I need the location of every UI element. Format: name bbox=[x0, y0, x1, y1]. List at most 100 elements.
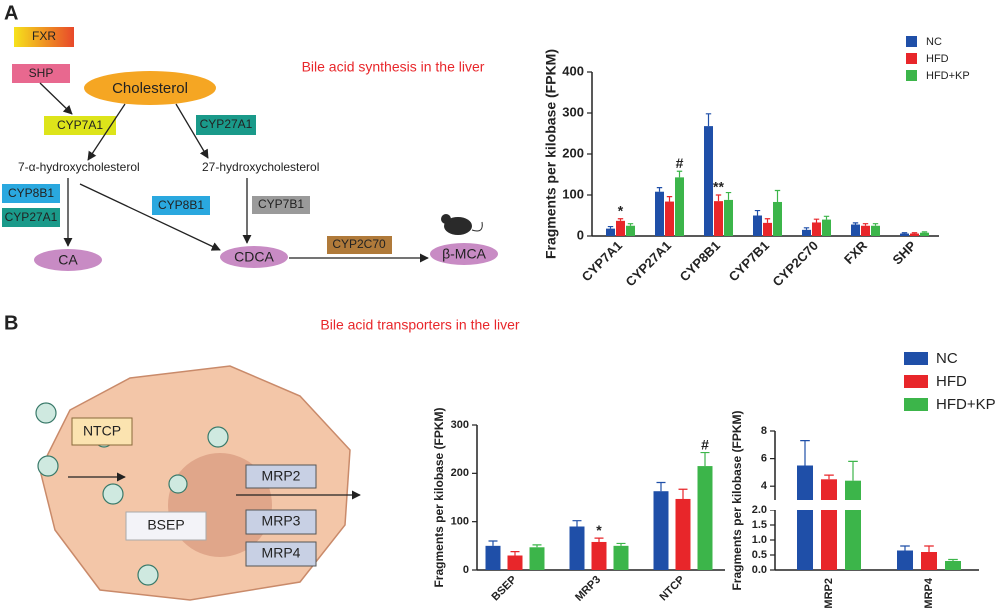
y-axis-title: Fragments per kilobase (FPKM) bbox=[730, 410, 744, 590]
node-label: BSEP bbox=[147, 517, 184, 533]
y-tick-label: 100 bbox=[562, 186, 584, 201]
error-bar bbox=[824, 474, 834, 480]
node-ellipse bbox=[84, 71, 216, 105]
bar bbox=[822, 219, 831, 236]
y-tick-label: 200 bbox=[451, 467, 469, 479]
bar bbox=[797, 465, 813, 570]
node-label: CYP2C70 bbox=[332, 237, 386, 251]
error-bar bbox=[852, 222, 859, 225]
error-bar bbox=[774, 189, 781, 202]
arrow bbox=[87, 103, 126, 161]
error-bar bbox=[532, 544, 542, 548]
node-ellipse bbox=[34, 249, 102, 271]
bar bbox=[613, 545, 629, 570]
bar bbox=[921, 552, 937, 570]
node-box bbox=[327, 236, 392, 254]
legend-swatch bbox=[904, 352, 928, 365]
error-bar bbox=[705, 113, 712, 127]
node-box bbox=[196, 115, 256, 135]
node-box bbox=[2, 184, 60, 203]
significance-mark: # bbox=[676, 155, 684, 171]
x-tick-label: MRP3 bbox=[573, 574, 603, 604]
bar bbox=[616, 220, 625, 236]
x-tick-label: MRP2 bbox=[823, 578, 835, 609]
node-label: MRP4 bbox=[262, 545, 301, 561]
error-bar bbox=[676, 170, 683, 178]
bar bbox=[529, 547, 545, 570]
y-tick-label: 0 bbox=[577, 227, 584, 242]
legend-label: HFD bbox=[936, 373, 967, 390]
significance-mark: # bbox=[701, 436, 709, 452]
bar bbox=[606, 228, 615, 236]
error-bar bbox=[921, 231, 928, 233]
node-label: Cholesterol bbox=[112, 80, 188, 97]
y-tick-label: 200 bbox=[562, 145, 584, 160]
legend-label: NC bbox=[926, 36, 942, 48]
error-bar bbox=[872, 223, 879, 226]
bar bbox=[714, 201, 723, 236]
error-bar bbox=[616, 542, 626, 546]
error-bar bbox=[617, 218, 624, 221]
node-box bbox=[245, 509, 317, 535]
bar bbox=[802, 229, 811, 236]
bar bbox=[773, 201, 782, 236]
error-bar bbox=[572, 520, 582, 527]
y-tick-label: 0 bbox=[463, 564, 469, 576]
panel-label: A bbox=[4, 2, 18, 24]
error-bar bbox=[813, 218, 820, 223]
bar bbox=[900, 233, 909, 236]
node-label: MRP3 bbox=[262, 513, 301, 529]
error-bar bbox=[924, 545, 934, 552]
node-box bbox=[2, 208, 60, 227]
y-tick-label: 100 bbox=[451, 516, 469, 528]
y-tick-label: 4 bbox=[761, 480, 768, 492]
bar bbox=[653, 491, 669, 570]
bar bbox=[871, 225, 880, 236]
x-tick-label: FXR bbox=[841, 238, 870, 267]
error-bar bbox=[678, 488, 688, 499]
node-box bbox=[252, 196, 310, 214]
bar bbox=[485, 545, 501, 570]
bar bbox=[861, 225, 870, 236]
error-bar bbox=[594, 537, 604, 542]
significance-mark: * bbox=[596, 522, 602, 538]
x-tick-label: MRP4 bbox=[923, 577, 935, 608]
bar bbox=[753, 215, 762, 236]
bar bbox=[812, 222, 821, 236]
error-bar bbox=[803, 227, 810, 230]
error-bar bbox=[901, 232, 908, 234]
y-tick-label: 0.5 bbox=[752, 549, 767, 561]
bar bbox=[845, 480, 861, 570]
node-box bbox=[12, 64, 70, 83]
bar bbox=[675, 498, 691, 570]
arrow bbox=[79, 183, 221, 251]
error-bar bbox=[700, 451, 710, 467]
legend-label: HFD+KP bbox=[936, 396, 996, 413]
node-ellipse bbox=[220, 246, 288, 268]
y-tick-label: 6 bbox=[761, 453, 767, 465]
x-tick-label: SHP bbox=[890, 238, 920, 268]
node-label: CDCA bbox=[234, 249, 274, 265]
error-bar bbox=[656, 481, 666, 492]
node-label: CYP7B1 bbox=[258, 197, 304, 211]
error-bar bbox=[764, 218, 771, 223]
x-tick-label: CYP27A1 bbox=[623, 238, 674, 289]
node-label: SHP bbox=[29, 66, 54, 80]
panel-label: B bbox=[4, 312, 18, 334]
node-label: CYP7A1 bbox=[57, 118, 103, 132]
bar bbox=[655, 191, 664, 236]
error-bar bbox=[800, 440, 810, 466]
y-tick-label: 0.0 bbox=[752, 564, 767, 576]
error-bar bbox=[754, 209, 761, 216]
error-bar bbox=[911, 232, 918, 234]
error-bar bbox=[510, 551, 520, 556]
significance-mark: * bbox=[618, 202, 624, 218]
y-tick-label: 1.0 bbox=[752, 534, 767, 546]
y-tick-label: 300 bbox=[451, 419, 469, 431]
bar bbox=[851, 224, 860, 236]
bar bbox=[920, 232, 929, 236]
arrow bbox=[175, 103, 209, 159]
y-tick-label: 1.5 bbox=[752, 519, 767, 531]
bar bbox=[697, 466, 713, 570]
